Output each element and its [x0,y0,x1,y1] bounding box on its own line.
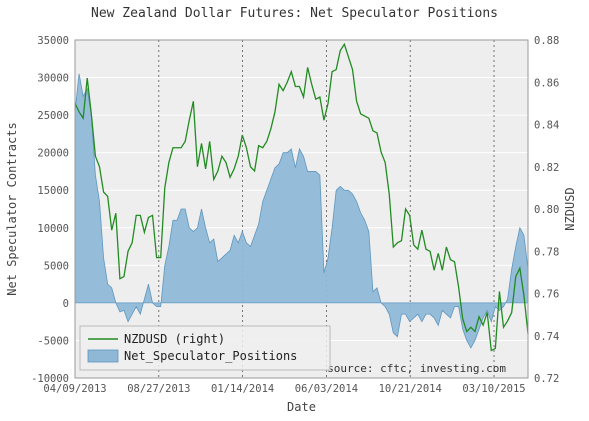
y-tick-label: 5000 [44,260,69,272]
line-layer [74,42,529,352]
x-tick-label: 03/10/2015 [462,383,525,395]
x-axis-label: Date [287,400,316,414]
y-tick-label: 10000 [37,223,69,235]
y2-tick-label: 0.72 [534,373,559,385]
y-tick-label: -10000 [31,373,69,385]
y2-tick-label: 0.88 [534,35,559,47]
x-tick-label: 10/21/2014 [379,383,442,395]
y-tick-label: 15000 [37,185,69,197]
series-net-speculator-positions-area [74,73,529,349]
legend-label-nzdusd: NZDUSD (right) [124,332,225,346]
y-tick-label: 0 [63,298,69,310]
y2-axis-label: NZDUSD [563,187,577,230]
x-tick-label: 08/27/2013 [127,383,190,395]
legend-area-swatch [87,349,119,363]
x-tick-label: 06/03/2014 [295,383,358,395]
y2-tick-label: 0.76 [534,289,559,301]
series-nzdusd-line [74,42,529,352]
y-tick-label: 20000 [37,148,69,160]
y-tick-label: 25000 [37,110,69,122]
y2-tick-label: 0.82 [534,162,559,174]
legend-box [79,325,331,371]
y-tick-label: -5000 [37,335,69,347]
legend-label-net-speculator-positions: Net_Speculator_Positions [124,349,297,363]
y2-tick-label: 0.86 [534,77,559,89]
y2-tick-label: 0.84 [534,120,559,132]
y-axis-label: Net Speculator Contracts [5,122,19,295]
y2-tick-label: 0.74 [534,331,559,343]
legend: NZDUSD (right) Net_Speculator_Positions [79,325,331,371]
source-annotation: source: cftc, investing.com [327,362,506,375]
y-tick-label: 35000 [37,35,69,47]
y-tick-label: 30000 [37,73,69,85]
chart-title: New Zealand Dollar Futures: Net Speculat… [91,6,498,21]
y2-tick-label: 0.80 [534,204,559,216]
area-layer [74,73,529,349]
plot-frame [74,39,529,379]
x-tick-label: 04/09/2013 [43,383,106,395]
axis-layer: -10000 -5000 0 5000 10000 15000 20000 25000 3000… [5,35,577,414]
y2-tick-label: 0.78 [534,246,559,258]
x-tick-label: 01/14/2014 [211,383,274,395]
